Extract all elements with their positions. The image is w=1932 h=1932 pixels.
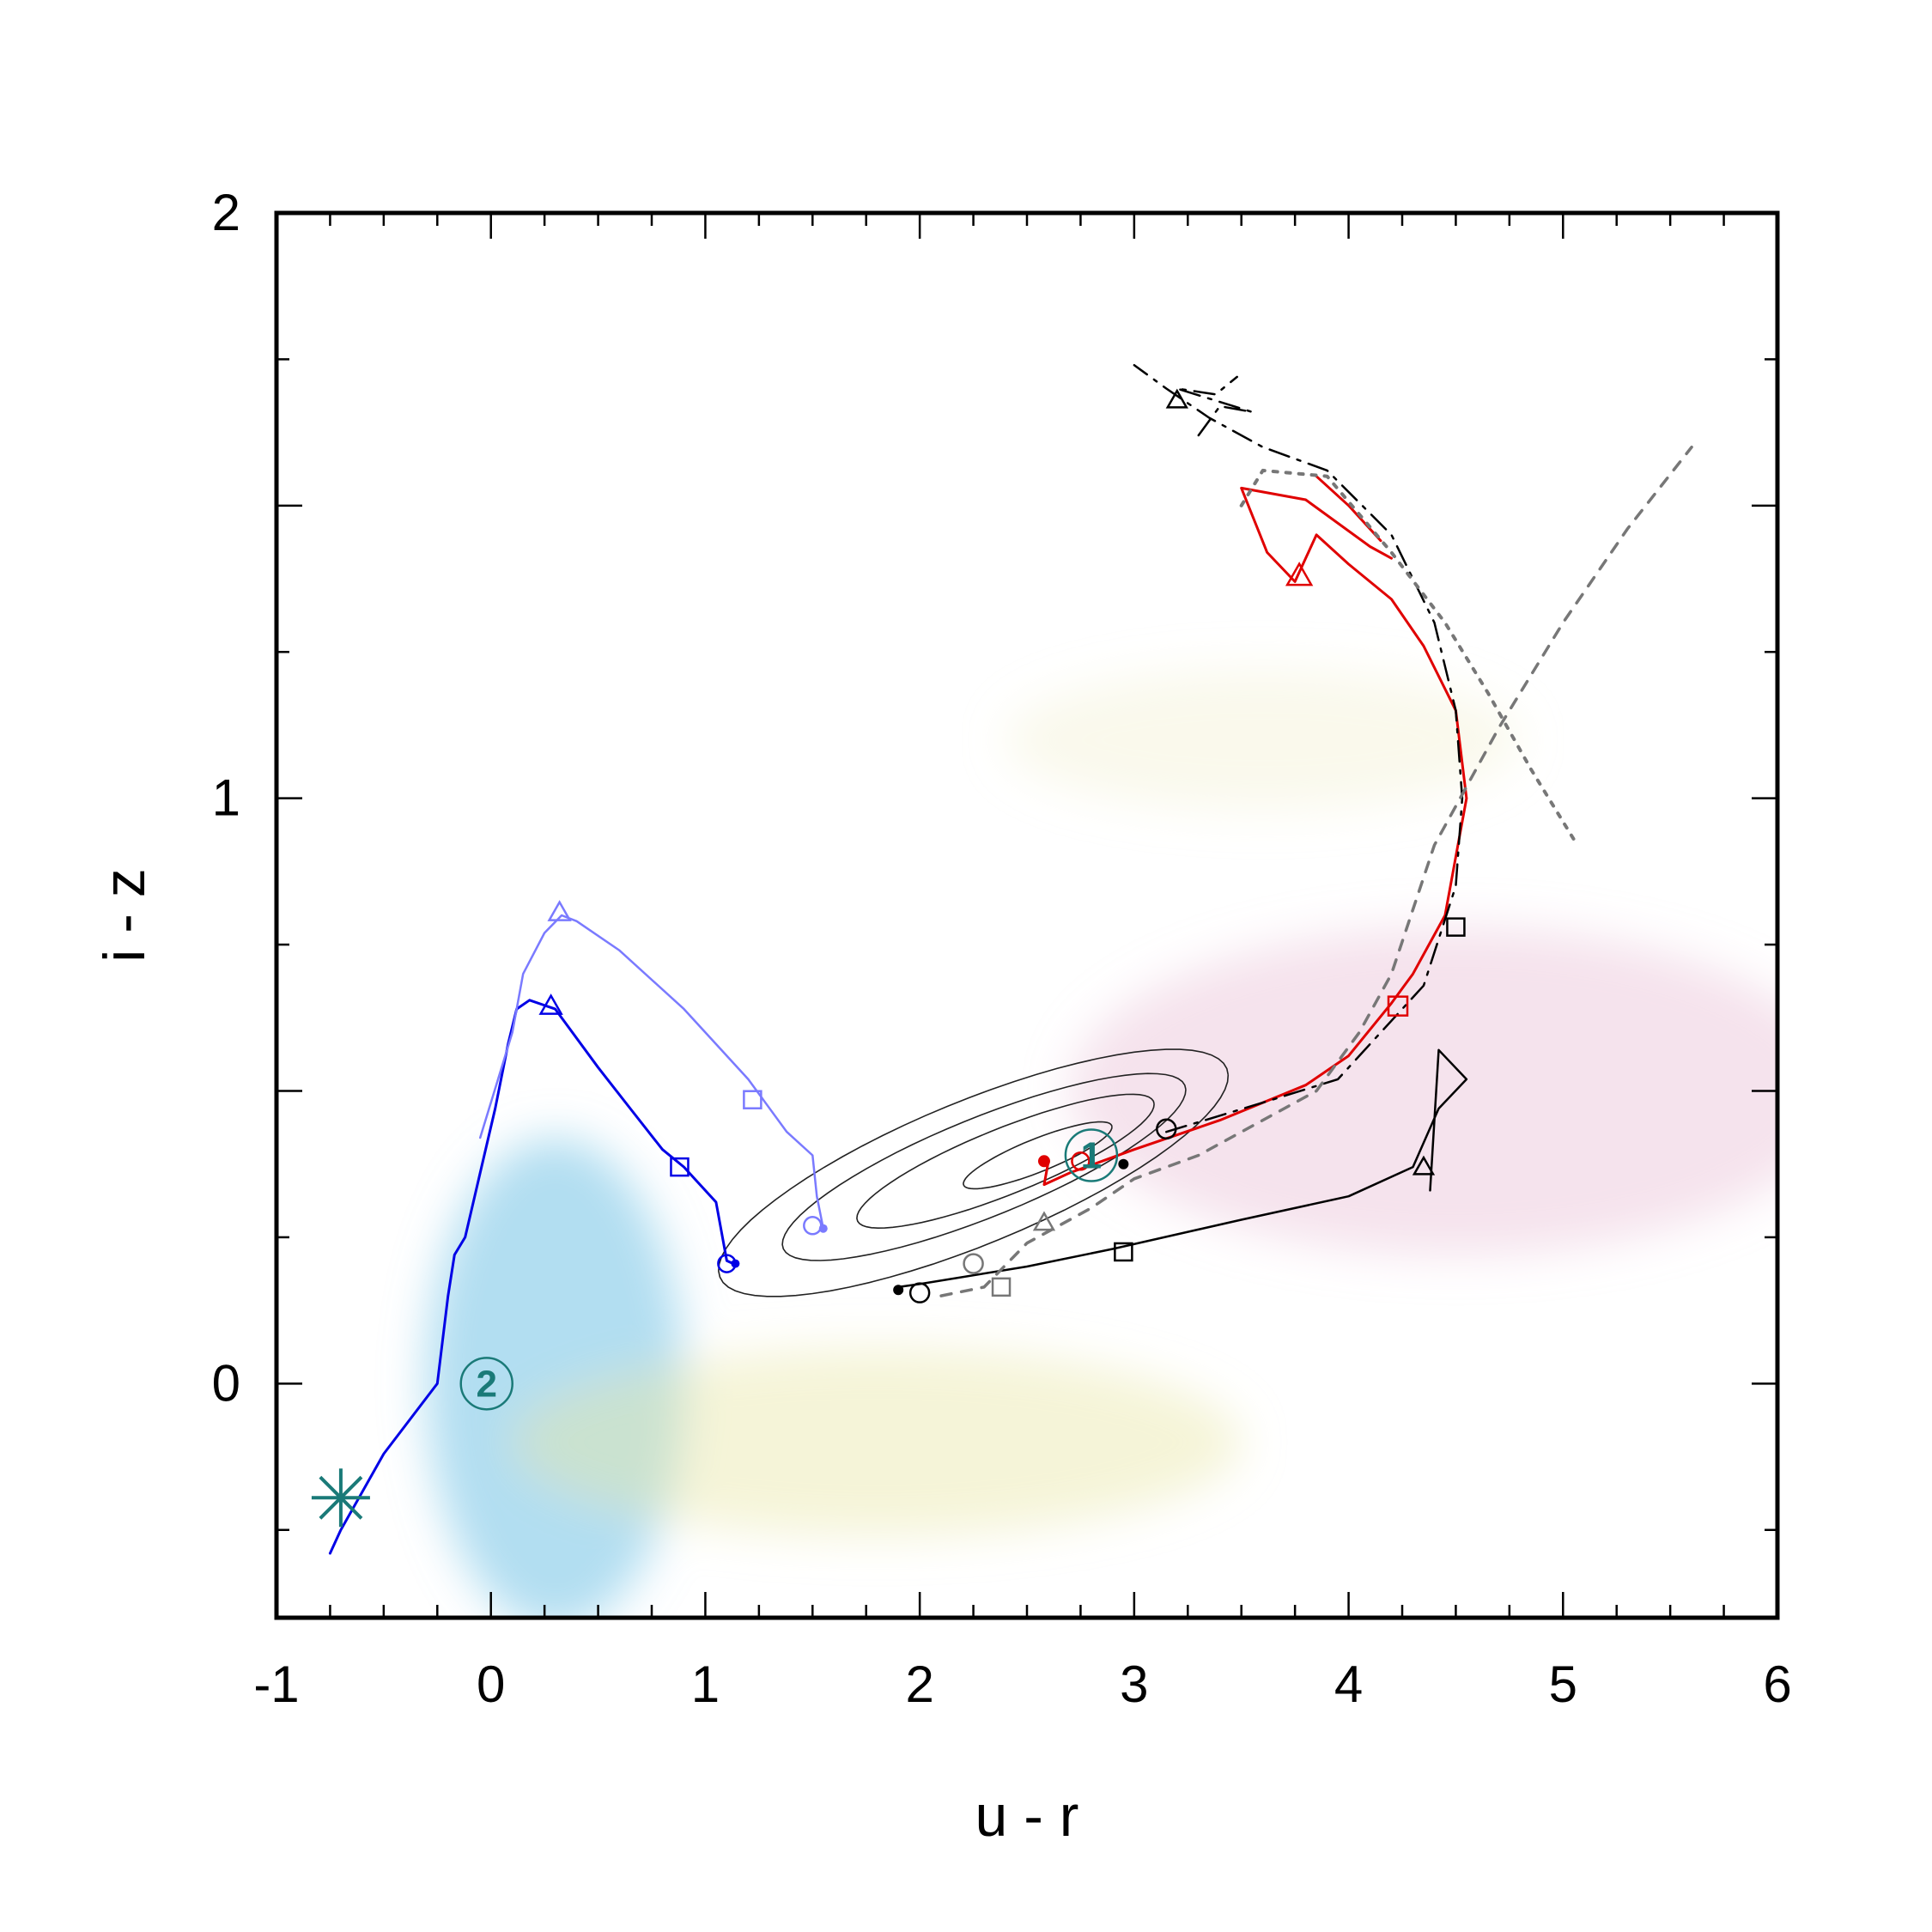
x-tick-label: 0 <box>477 1656 505 1713</box>
track-line-4 <box>1315 475 1382 543</box>
circle-marker-23 <box>1064 1128 1119 1182</box>
y-tick-label: 2 <box>212 184 240 241</box>
dot-marker-16 <box>1118 1158 1129 1170</box>
track-line-0 <box>328 999 735 1555</box>
circle-marker-24 <box>459 1357 513 1411</box>
galaxy-density-background <box>426 669 1777 1618</box>
square-marker-1 <box>743 1090 762 1109</box>
triangle-marker-18 <box>1165 388 1188 409</box>
density-region-3 <box>1005 669 1521 811</box>
contour-3 <box>963 1121 1113 1190</box>
model-tracks <box>328 363 1693 1555</box>
x-tick-label: 6 <box>1763 1656 1791 1713</box>
track-line-7 <box>939 445 1693 1297</box>
square-marker-5 <box>670 1157 690 1177</box>
square-marker-19 <box>1387 995 1409 1017</box>
square-marker-17 <box>1446 917 1466 937</box>
y-tick-label: 0 <box>212 1354 240 1412</box>
y-tick-label: 1 <box>212 769 240 827</box>
x-tick-label: -1 <box>253 1656 299 1713</box>
dot-marker-7 <box>731 1259 740 1268</box>
axis-ticks <box>275 211 1779 1618</box>
contour-2 <box>856 1093 1155 1230</box>
x-tick-label: 5 <box>1549 1656 1577 1713</box>
x-axis-label: u - r <box>975 1783 1079 1849</box>
track-line-6 <box>1176 375 1254 437</box>
track-line-3 <box>1042 486 1468 1187</box>
circle-marker-12 <box>963 1253 984 1274</box>
x-tick-label: 4 <box>1334 1656 1363 1713</box>
circle-marker-2 <box>803 1216 823 1236</box>
density-region-2 <box>1070 927 1777 1255</box>
density-region-1 <box>512 1348 1242 1536</box>
dot-marker-9 <box>893 1285 904 1296</box>
track-line-2 <box>896 1048 1468 1289</box>
triangle-marker-4 <box>538 993 563 1015</box>
track-line-8 <box>1239 468 1576 841</box>
density-contours <box>717 1048 1230 1297</box>
x-tick-label: 1 <box>691 1656 720 1713</box>
contour-0 <box>717 1048 1230 1297</box>
track-line-5 <box>1133 363 1464 1133</box>
asterisk-stroke-3 <box>319 1475 363 1520</box>
triangle-marker-20 <box>1285 562 1314 586</box>
track-line-1 <box>478 914 825 1230</box>
track-markers: 12 <box>311 388 1466 1528</box>
triangle-marker-0 <box>547 900 572 921</box>
triangle-marker-11 <box>1412 1155 1436 1176</box>
x-tick-label: 2 <box>905 1656 933 1713</box>
asterisk-marker-25 <box>311 1468 370 1528</box>
circle-marker-8 <box>908 1282 931 1303</box>
contour-1 <box>781 1072 1187 1261</box>
circle-marker-21 <box>1071 1151 1091 1171</box>
triangle-marker-14 <box>1032 1211 1056 1231</box>
dot-marker-22 <box>1037 1155 1050 1168</box>
square-marker-10 <box>1114 1242 1133 1262</box>
square-marker-13 <box>991 1277 1012 1297</box>
dot-marker-3 <box>818 1224 828 1233</box>
marker-label-1: 2 <box>476 1363 496 1405</box>
marker-label-0: 1 <box>1081 1134 1102 1176</box>
circle-marker-15 <box>1156 1118 1177 1140</box>
y-axis-label: i - z <box>92 868 157 963</box>
x-tick-label: 3 <box>1120 1656 1148 1713</box>
